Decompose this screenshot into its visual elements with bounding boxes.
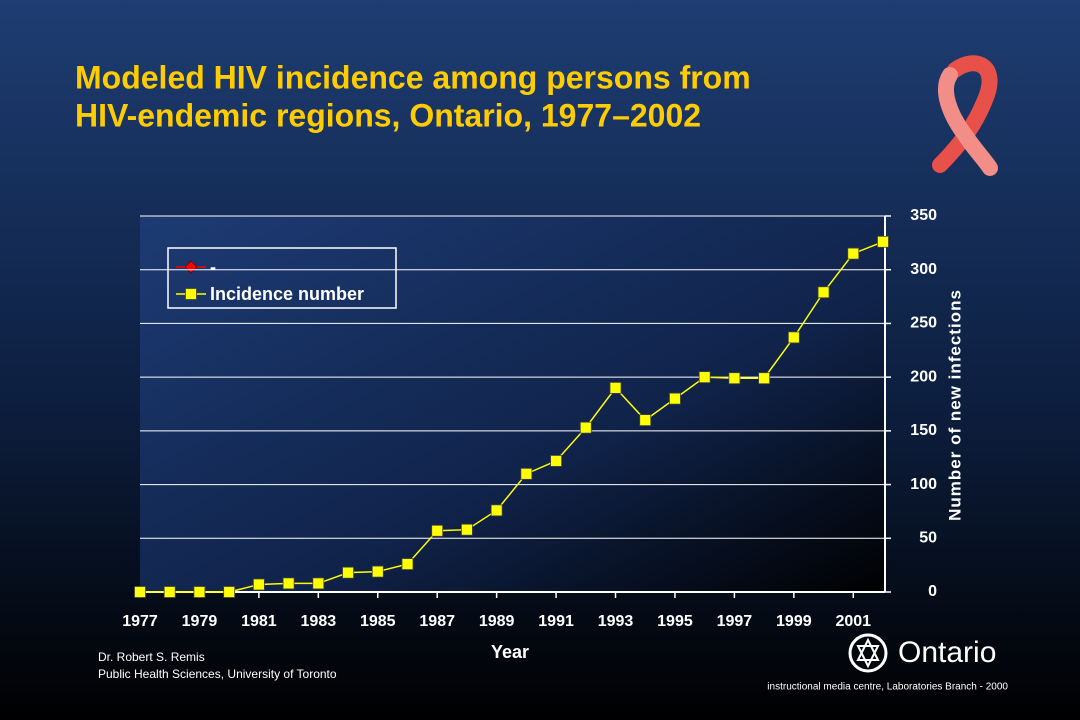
y-tick-label: 50: [919, 530, 937, 547]
x-tick-label: 1999: [776, 613, 812, 630]
title-line: HIV-endemic regions, Ontario, 1977–2002: [75, 97, 701, 133]
y-tick-label: 300: [910, 261, 937, 278]
marker: [758, 372, 771, 385]
legend-marker: [185, 288, 197, 300]
marker: [431, 524, 444, 537]
y-tick-label: 150: [910, 422, 937, 439]
marker: [371, 565, 384, 578]
legend: - Incidence number: [167, 247, 397, 309]
x-tick-label: 1989: [479, 613, 515, 630]
marker: [163, 586, 176, 598]
ribbon-icon: [932, 55, 998, 176]
x-tick-label: 1987: [419, 613, 455, 630]
x-tick-label: 1985: [360, 613, 396, 630]
legend-label: Incidence number: [210, 284, 364, 304]
y-tick-label: 100: [910, 476, 937, 493]
x-tick-label: 1981: [241, 613, 277, 630]
plot-area: [140, 216, 885, 592]
marker: [134, 586, 146, 598]
marker: [698, 371, 711, 384]
x-tick-label: 1997: [717, 613, 753, 630]
ontario-logo: Ontario: [848, 633, 996, 673]
marker: [520, 467, 533, 480]
y-tick-label: 0: [928, 583, 937, 600]
marker: [877, 235, 889, 248]
x-tick-label: 1983: [301, 613, 337, 630]
x-tick-label: 1977: [122, 613, 158, 630]
marker: [579, 421, 592, 434]
marker: [787, 331, 800, 344]
y-tick-label: 350: [910, 207, 937, 224]
credit: instructional media centre, Laboratories…: [767, 682, 1008, 693]
marker: [728, 372, 741, 385]
marker: [342, 566, 354, 579]
legend-label: -: [210, 257, 216, 277]
marker: [193, 586, 206, 598]
logo-text: Ontario: [898, 636, 996, 669]
x-axis-label: Year: [491, 642, 529, 662]
affiliation: Public Health Sciences, University of To…: [98, 667, 337, 681]
marker: [639, 414, 652, 427]
x-tick-label: 1993: [598, 613, 634, 630]
marker: [223, 586, 236, 598]
title-line: Modeled HIV incidence among persons from: [75, 59, 751, 95]
author: Dr. Robert S. Remis: [98, 650, 205, 664]
x-tick-label: 1991: [538, 613, 574, 630]
x-tick-label: 1995: [657, 613, 693, 630]
y-tick-label: 200: [910, 368, 937, 385]
marker: [669, 392, 681, 405]
x-tick-label: 2001: [835, 613, 871, 630]
legend-box: [167, 247, 397, 309]
marker: [282, 577, 295, 590]
marker: [312, 577, 325, 590]
marker: [490, 504, 503, 517]
marker: [461, 523, 473, 536]
marker: [847, 247, 860, 260]
marker: [401, 558, 414, 570]
marker: [252, 578, 265, 591]
marker: [609, 381, 622, 394]
marker: [550, 455, 562, 467]
x-tick-label: 1979: [182, 613, 218, 630]
marker: [817, 286, 830, 299]
y-axis-label: Number of new infections: [945, 289, 964, 521]
y-tick-label: 250: [910, 315, 937, 332]
